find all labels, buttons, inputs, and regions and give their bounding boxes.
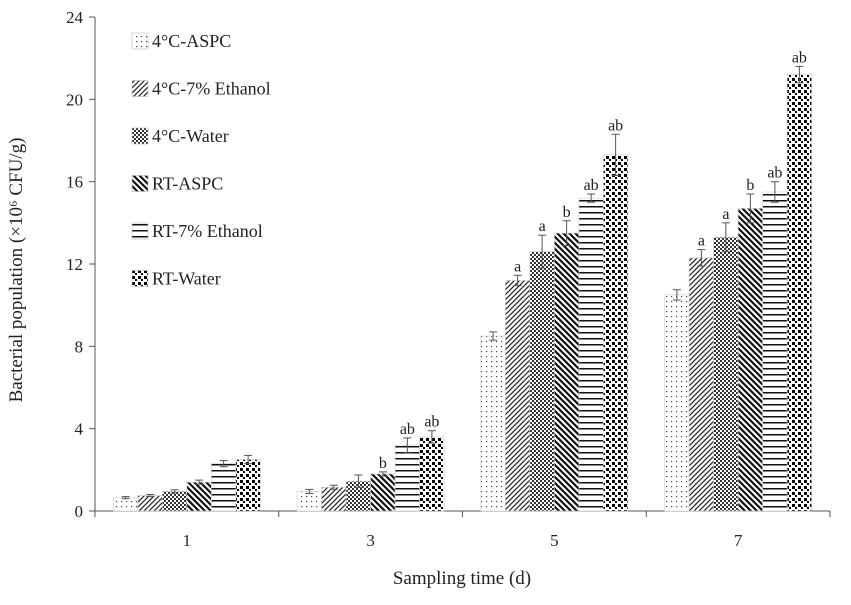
- y-tick-label: 8: [75, 337, 84, 356]
- bar: [370, 473, 396, 512]
- bar: [554, 232, 580, 512]
- legend-swatch: [131, 222, 149, 240]
- significance-label: ab: [400, 421, 415, 438]
- legend-label: RT-ASPC: [152, 174, 223, 194]
- x-tick-label: 1: [183, 531, 192, 550]
- significance-label: ab: [608, 117, 623, 134]
- bar: [419, 436, 445, 512]
- significance-label: a: [698, 233, 705, 250]
- legend-label: RT-Water: [152, 269, 221, 289]
- y-tick-label: 12: [66, 255, 83, 274]
- bar: [394, 444, 420, 512]
- bar: [137, 495, 163, 512]
- legend-label: RT-7% Ethanol: [152, 221, 263, 241]
- x-tick-label: 7: [734, 531, 743, 550]
- bar: [505, 280, 531, 512]
- y-axis: 0 4 8 12 16 20 24: [66, 8, 96, 521]
- significance-label: a: [722, 206, 729, 223]
- y-tick-label: 0: [75, 502, 84, 521]
- bar: [762, 191, 788, 512]
- legend-label: 4°C-7% Ethanol: [152, 79, 271, 99]
- bar: [664, 294, 690, 512]
- bar: [786, 74, 812, 512]
- x-tick-label: 3: [366, 531, 375, 550]
- significance-label: b: [379, 455, 387, 472]
- legend-label: 4°C-ASPC: [152, 31, 231, 51]
- x-axis-title: Sampling time (d): [393, 568, 531, 589]
- legend-swatch: [131, 270, 149, 287]
- bar: [688, 257, 714, 512]
- bar: [162, 491, 188, 512]
- y-tick-label: 16: [66, 173, 83, 192]
- bar: [737, 208, 763, 512]
- bar: [113, 497, 139, 512]
- legend-swatch: [131, 175, 149, 192]
- y-tick-label: 20: [66, 90, 83, 109]
- significance-label: ab: [792, 49, 807, 66]
- bar: [480, 335, 506, 512]
- significance-label: ab: [584, 177, 599, 194]
- legend: 4°C-ASPC 4°C-7% Ethanol 4°C-Water RT-ASPC RT…: [131, 31, 271, 289]
- y-tick-label: 24: [66, 8, 84, 27]
- bar: [211, 463, 237, 512]
- legend-swatch: [131, 80, 149, 97]
- significance-label: a: [514, 258, 521, 275]
- bar: [578, 197, 604, 512]
- bar: [713, 236, 739, 512]
- bar: [603, 154, 629, 512]
- legend-label: 4°C-Water: [152, 126, 229, 146]
- significance-label: b: [746, 177, 754, 194]
- x-tick-label: 5: [550, 531, 559, 550]
- significance-label: ab: [767, 165, 782, 182]
- legend-swatch: [131, 32, 149, 50]
- significance-label: b: [563, 204, 571, 221]
- y-axis-title: Bacterial population (×10⁶ CFU/g): [6, 138, 27, 403]
- legend-swatch: [131, 127, 149, 145]
- significance-label: ab: [424, 414, 439, 431]
- bar: [186, 481, 212, 512]
- bar: [235, 459, 261, 512]
- bar: [296, 491, 322, 512]
- bar: [321, 487, 347, 512]
- x-axis: 1 3 5 7: [94, 510, 831, 550]
- bar: [529, 251, 555, 512]
- y-tick-label: 4: [75, 420, 84, 439]
- significance-label: a: [539, 218, 546, 235]
